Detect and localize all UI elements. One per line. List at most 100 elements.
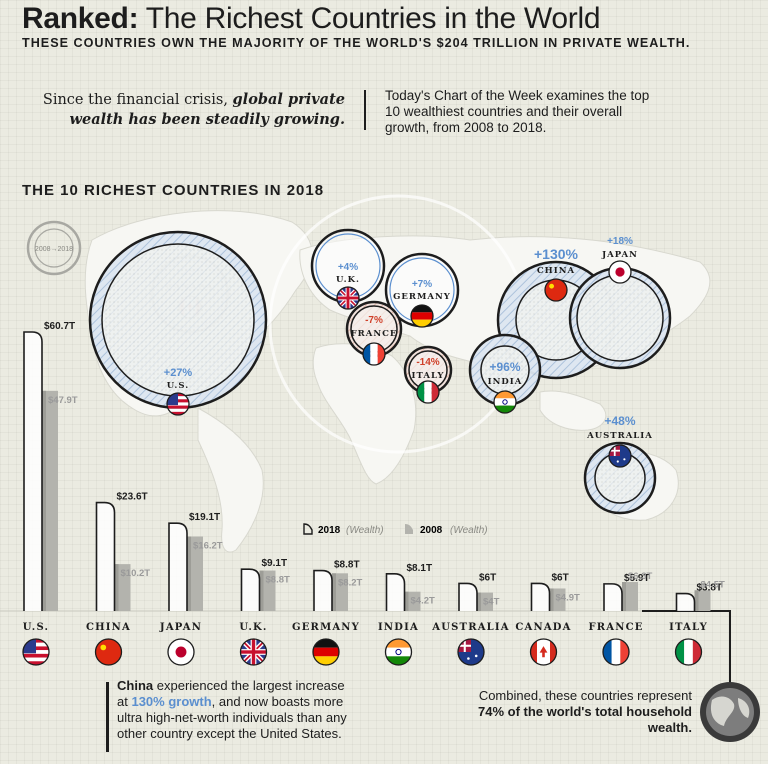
bubble-growth-japan: +18%	[607, 236, 633, 247]
bar-group-u-k: $9.1T $8.8T	[240, 558, 290, 611]
france-row-flag-icon	[602, 638, 630, 666]
value-2008-china: $10.2T	[121, 568, 151, 579]
legend-2018-label: 2018	[318, 525, 341, 536]
bubble-legend: 2008→2018	[26, 220, 82, 276]
value-2018-germany: $8.8T	[334, 560, 360, 571]
bar-group-u-s: $60.7T $47.9T	[23, 321, 78, 611]
bubble-country-australia: AUSTRALIA	[586, 431, 653, 441]
bubble-country-italy: ITALY	[412, 371, 445, 381]
bar-2018-italy	[675, 592, 696, 611]
australia-row-flag-icon	[457, 638, 485, 666]
bubble-growth-australia: +48%	[604, 414, 635, 428]
japan-flag-icon	[608, 260, 632, 284]
value-2008-australia: $4T	[483, 597, 500, 608]
value-2008-india: $4.2T	[411, 596, 435, 607]
page-subtitle: THESE COUNTRIES OWN THE MAJORITY OF THE …	[22, 36, 691, 50]
bar-2018-france	[603, 583, 623, 611]
category-label-canada: CANADA	[515, 622, 571, 633]
category-label-u-s: U.S.	[23, 622, 49, 633]
value-2018-japan: $19.1T	[189, 512, 220, 523]
bar-2018-china	[95, 501, 116, 611]
value-2008-canada: $4.9T	[556, 592, 580, 603]
bar-group-china: $23.6T $10.2T	[95, 492, 151, 611]
bar-2018-germany	[313, 569, 333, 611]
value-2018-u-s: $60.7T	[44, 321, 75, 332]
chart-title: THE 10 RICHEST COUNTRIES IN 2018	[22, 182, 325, 199]
germany-row-flag-icon	[312, 638, 340, 666]
category-label-australia: AUSTRALIA	[431, 622, 509, 633]
legend-2018-note: (Wealth)	[346, 525, 384, 536]
u-k-flag-icon	[336, 286, 360, 310]
intro-left: Since the financial crisis, global priva…	[42, 91, 345, 128]
bar-group-france: $5.9T$6.3T	[603, 571, 652, 611]
bubble-australia: +48% AUSTRALIA	[583, 414, 657, 515]
bar-2018-india	[385, 572, 406, 611]
value-2018-australia: $6T	[479, 572, 496, 583]
bubble-growth-u-s: +27%	[164, 367, 193, 379]
country-labels: U.S. CHINA JAPAN U.K. GERMANY INDIA AUSTRALIA C…	[22, 622, 708, 666]
category-label-france: FRANCE	[588, 622, 643, 633]
bubble-growth-u-k: +4%	[338, 262, 358, 273]
bar-group-germany: $8.8T $8.2T	[313, 560, 362, 611]
value-2018-france: $5.9T	[624, 573, 650, 584]
value-2008-italy: $4.5T	[701, 579, 725, 590]
france-flag-icon	[362, 342, 386, 366]
australia-flag-icon	[608, 444, 632, 468]
bubble-country-france: FRANCE	[351, 329, 398, 339]
intro-divider	[364, 90, 366, 130]
bubble-u-s: +27% U.S.	[88, 230, 268, 416]
china-row-flag-icon	[94, 638, 123, 666]
bar-group-japan: $19.1T $16.2T	[168, 512, 223, 611]
bubble-france: -7% FRANCE	[345, 300, 403, 366]
bubble-country-india: INDIA	[488, 377, 523, 387]
category-label-india: INDIA	[378, 622, 419, 633]
legend-2008-note: (Wealth)	[450, 525, 488, 536]
bar-2018-u-s	[23, 331, 43, 611]
intro-right: Today's Chart of the Week examines the t…	[385, 88, 650, 135]
value-2008-france: $6.3T	[628, 571, 652, 582]
bubble-u-k: +4% U.K.	[310, 228, 386, 310]
bubble-country-u-k: U.K.	[336, 275, 360, 285]
bubble-japan: +18% JAPAN	[568, 236, 672, 370]
bar-2018-japan	[168, 522, 188, 611]
bubble-growth-germany: +7%	[412, 279, 432, 290]
bar-2018-canada	[530, 582, 551, 611]
bubble-growth-china: +130%	[534, 246, 579, 262]
bar-2018-u-k	[240, 568, 261, 611]
china-flag-icon	[544, 278, 568, 302]
legend-2008-swatch	[405, 524, 413, 534]
bar-group-india: $8.1T $4.2T	[385, 563, 435, 611]
category-label-u-k: U.K.	[239, 622, 267, 633]
italy-flag-icon	[416, 380, 440, 404]
category-label-germany: GERMANY	[292, 622, 360, 633]
category-label-italy: ITALY	[669, 622, 708, 633]
category-label-china: CHINA	[86, 622, 131, 633]
bubble-growth-india: +96%	[489, 360, 520, 374]
italy-row-flag-icon	[674, 638, 703, 666]
page-title: Ranked: The Richest Countries in the Wor…	[22, 2, 601, 35]
bar-chart: $60.7T $47.9T $23.6T $10.2T $19.1T $16.2T $9.1…	[23, 321, 725, 611]
value-2008-japan: $16.2T	[193, 541, 223, 552]
china-note: China experienced the largest increase a…	[117, 678, 347, 741]
value-2008-u-s: $47.9T	[48, 395, 78, 406]
bubble-growth-italy: -14%	[416, 357, 439, 368]
globe-icon	[700, 682, 760, 742]
value-2018-italy: $3.8T	[697, 583, 723, 594]
bubble-italy: -14% ITALY	[403, 345, 453, 404]
bubble-legend-label: 2008→2018	[35, 246, 73, 253]
combined-note: Combined, these countries represent 74% …	[478, 688, 692, 735]
value-2008-u-k: $8.8T	[266, 575, 290, 586]
u-k-row-flag-icon	[239, 638, 268, 666]
value-2018-india: $8.1T	[407, 563, 433, 574]
germany-flag-icon	[410, 304, 434, 328]
value-2018-canada: $6T	[552, 572, 569, 583]
bar-group-australia: $6T $4T	[458, 572, 500, 611]
combined-bracket	[642, 610, 731, 690]
bubble-growth-france: -7%	[365, 315, 383, 326]
u-s-row-flag-icon	[22, 638, 50, 666]
bubble-india: +96% INDIA	[468, 333, 542, 414]
category-label-japan: JAPAN	[159, 622, 202, 633]
bubble-germany: +7% GERMANY	[384, 252, 460, 328]
u-s-flag-icon	[166, 392, 190, 416]
